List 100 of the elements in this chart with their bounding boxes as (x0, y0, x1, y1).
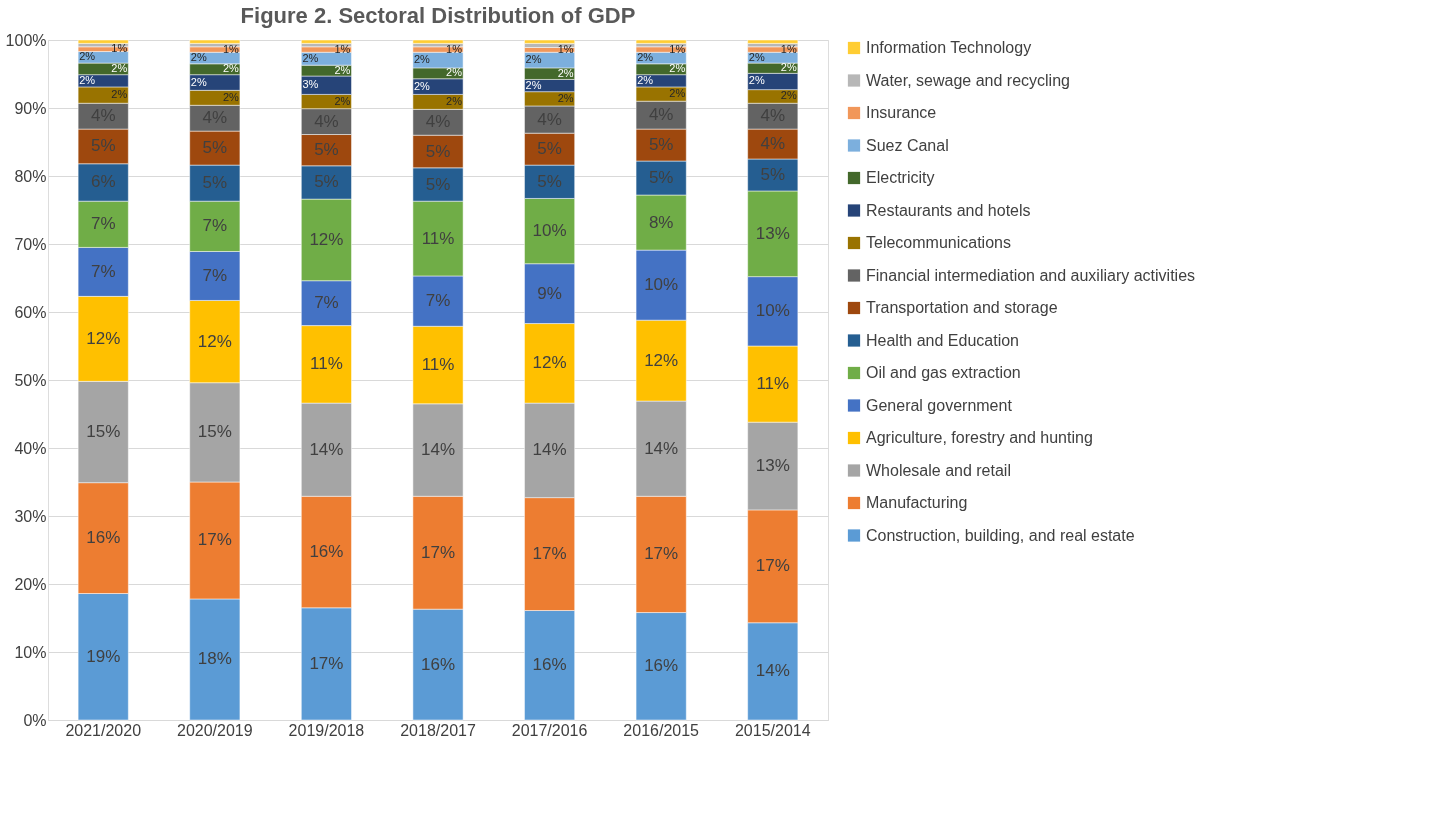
legend-label: Oil and gas extraction (866, 364, 1021, 381)
data-label: 1% (111, 42, 128, 55)
y-tick-label: 70% (14, 235, 47, 253)
data-label: 9% (537, 283, 562, 303)
data-label: 19% (86, 646, 121, 666)
data-label: 7% (90, 214, 116, 234)
data-label: 2% (669, 62, 686, 75)
data-label: 14% (420, 440, 456, 460)
legend-label: Restaurants and hotels (866, 201, 1031, 219)
data-label: 5% (537, 139, 562, 159)
y-tick-label: 20% (14, 575, 47, 593)
data-label: 5% (648, 135, 674, 155)
legend-label: Suez Canal (866, 136, 949, 154)
legend-label: Wholesale and retail (866, 461, 1011, 479)
data-label: 11% (421, 355, 455, 375)
data-label: 2% (637, 51, 654, 64)
data-label: 17% (532, 544, 567, 564)
data-label: 17% (644, 544, 679, 564)
data-label: 2% (111, 61, 128, 74)
data-label: 11% (421, 228, 455, 248)
data-label: 7% (90, 261, 116, 281)
data-label: 2% (780, 61, 797, 74)
legend-label: Manufacturing (866, 494, 968, 511)
bar (301, 39, 352, 44)
data-label: 13% (755, 456, 790, 476)
data-label: 5% (648, 168, 674, 188)
data-label: 1% (334, 42, 351, 55)
data-label: 2% (334, 94, 351, 107)
data-label: 5% (314, 140, 339, 160)
data-label: 14% (309, 439, 344, 459)
data-label: 2% (557, 66, 574, 79)
legend-label: Construction, building, and real estate (866, 526, 1135, 544)
legend-label: Electricity (866, 169, 935, 186)
y-tick-label: 10% (14, 643, 47, 661)
y-tick-label: 30% (14, 507, 47, 525)
x-tick-label: 2019/2018 (288, 721, 365, 739)
data-label: 1% (780, 42, 797, 55)
data-label: 2% (669, 87, 686, 100)
data-label: 1% (222, 42, 240, 55)
chart-title: Figure 2. Sectoral Distribution of GDP (240, 3, 636, 28)
data-label: 7% (425, 291, 451, 311)
data-label: 2% (334, 63, 351, 76)
data-label: 10% (532, 221, 567, 241)
data-label: 17% (420, 542, 456, 562)
data-label: 2% (414, 79, 431, 92)
legend-label: Financial intermediation and auxiliary activities (866, 266, 1196, 284)
data-label: 2% (748, 74, 765, 87)
y-tick-label: 0% (23, 711, 47, 729)
data-label: 14% (532, 440, 567, 460)
data-label: 5% (90, 136, 116, 156)
data-label: 12% (309, 229, 344, 249)
data-label: 2% (302, 51, 319, 64)
data-label: 7% (202, 216, 228, 236)
x-tick-label: 2016/2015 (623, 721, 700, 739)
bar (635, 39, 687, 44)
legend-label: Water, sewage and recycling (866, 71, 1070, 89)
data-label: 16% (420, 654, 456, 674)
data-label: 2% (748, 50, 765, 63)
data-label: 5% (202, 138, 228, 158)
data-label: 17% (755, 556, 790, 576)
legend-label: General government (866, 396, 1013, 414)
data-label: 2% (637, 73, 654, 86)
data-label: 12% (644, 350, 679, 370)
data-label: 5% (314, 172, 339, 192)
data-label: 16% (532, 655, 567, 675)
data-label: 1% (446, 42, 463, 55)
data-label: 12% (86, 328, 121, 348)
legend-label: Agriculture, forestry and hunting (866, 429, 1093, 446)
bar (524, 39, 575, 44)
data-label: 2% (79, 50, 96, 63)
data-label: 2% (222, 62, 240, 75)
data-label: 11% (310, 354, 343, 374)
y-tick-label: 60% (14, 303, 47, 321)
data-label: 5% (425, 141, 451, 161)
y-tick-label: 40% (14, 439, 47, 457)
bar (77, 39, 129, 44)
data-label: 2% (446, 94, 463, 107)
data-label: 6% (90, 172, 116, 192)
data-label: 4% (760, 134, 786, 154)
data-label: 15% (197, 422, 232, 442)
data-label: 14% (644, 438, 679, 458)
bar (412, 39, 464, 44)
data-label: 13% (755, 223, 790, 243)
data-label: 5% (537, 171, 562, 191)
data-label: 18% (197, 649, 232, 669)
data-label: 2% (222, 90, 240, 103)
data-label: 5% (202, 173, 228, 193)
legend-label: Transportation and storage (866, 299, 1058, 316)
data-label: 2% (446, 66, 463, 79)
x-tick-label: 2015/2014 (734, 721, 811, 739)
data-label: 2% (190, 75, 207, 88)
data-label: 10% (755, 301, 790, 321)
data-label: 12% (197, 331, 232, 351)
bar (747, 39, 799, 44)
legend-label: Information Technology (866, 39, 1032, 56)
data-label: 7% (314, 293, 339, 313)
data-label: 16% (309, 542, 344, 562)
data-label: 11% (756, 374, 790, 394)
data-label: 16% (86, 528, 121, 548)
data-label: 2% (111, 88, 128, 101)
